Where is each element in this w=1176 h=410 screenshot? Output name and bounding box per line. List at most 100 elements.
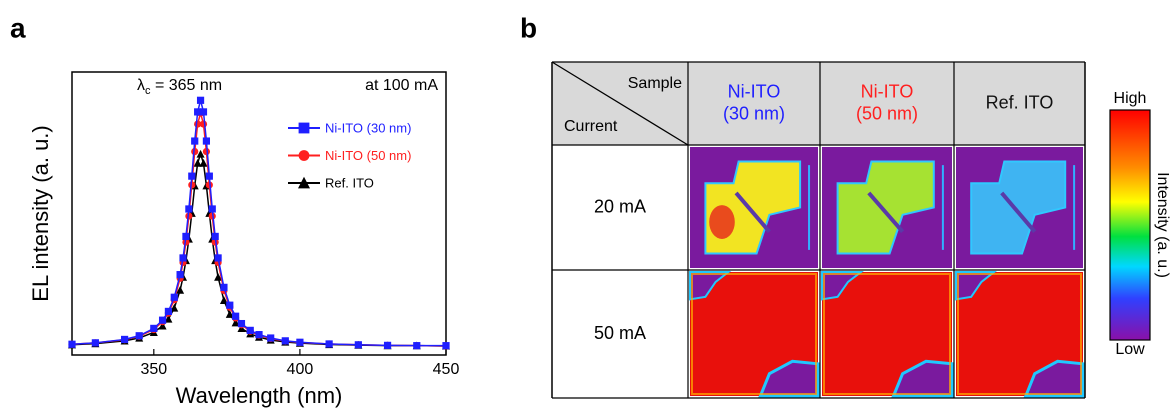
marker [214, 254, 222, 262]
edge-glow [957, 273, 1082, 395]
marker [164, 314, 173, 323]
marker [281, 337, 289, 345]
marker [220, 283, 228, 291]
marker [202, 137, 211, 145]
annotation: at 100 mA [365, 77, 438, 94]
emission-region [970, 160, 1067, 255]
marker [208, 205, 216, 213]
marker [237, 319, 246, 328]
annotation-subscript: c [145, 85, 151, 97]
marker [188, 181, 196, 189]
marker [170, 293, 178, 301]
marker [199, 108, 208, 116]
marker [232, 312, 240, 320]
marker [179, 254, 187, 262]
marker [211, 232, 219, 241]
dark-region [821, 271, 864, 301]
colorbar [1109, 109, 1151, 341]
plot-frame [71, 71, 447, 356]
marker [354, 341, 362, 349]
series [68, 149, 450, 350]
marker [135, 332, 143, 340]
marker [164, 307, 173, 316]
corner-diagonal [551, 61, 689, 146]
marker [176, 271, 184, 279]
marker [194, 108, 202, 116]
marker [196, 149, 205, 158]
el-image [689, 271, 820, 398]
marker [325, 340, 333, 348]
column-header: Ni-ITO [861, 81, 914, 101]
header-background [552, 62, 1085, 145]
corner-top: Sample [628, 75, 682, 92]
legend-label: Ni-ITO (50 nm) [325, 148, 411, 163]
marker [150, 324, 158, 332]
electrode [1000, 191, 1037, 233]
marker [199, 158, 208, 167]
series-line [71, 151, 447, 347]
y-axis-title: EL intensity (a. u.) [28, 125, 53, 301]
marker [413, 342, 421, 350]
el-image [822, 147, 952, 268]
row-label: 50 mA [594, 323, 646, 343]
column-header: Ref. ITO [986, 92, 1054, 112]
dark-region [758, 359, 820, 398]
series [68, 96, 450, 350]
marker [182, 238, 190, 246]
legend-marker [298, 176, 310, 189]
dark-region [689, 271, 732, 301]
marker [158, 321, 167, 330]
legend: Ni-ITO (30 nm) Ni-ITO (50 nm) Ref. ITO [288, 120, 411, 190]
x-tick-label: 350 [140, 361, 167, 378]
panel-label: a [10, 12, 26, 43]
marker [205, 172, 213, 180]
el-image [955, 271, 1085, 398]
dark-region [1023, 359, 1085, 398]
colorbar-label: Intensity (a. u.) [1154, 172, 1171, 278]
row-label: 20 mA [594, 196, 646, 216]
legend-marker [298, 150, 310, 161]
legend-marker [298, 122, 310, 134]
header-background [552, 145, 688, 398]
colorbar-low: Low [1115, 341, 1145, 358]
marker [296, 338, 304, 346]
el-image [956, 147, 1083, 268]
panel-label: b [520, 12, 537, 43]
column-header: (50 nm) [856, 103, 918, 123]
marker [196, 96, 205, 104]
marker [185, 205, 193, 213]
series-line [71, 100, 446, 347]
marker [255, 331, 263, 339]
marker [231, 318, 240, 327]
marker [68, 340, 76, 348]
dark-region [891, 359, 954, 398]
x-tick-label: 400 [287, 361, 314, 378]
marker [182, 232, 190, 241]
marker [246, 326, 254, 334]
edge-glow [691, 273, 817, 395]
marker [191, 147, 199, 156]
marker [383, 341, 392, 349]
hot-spot [709, 205, 735, 239]
marker [158, 316, 167, 324]
legend-label: Ref. ITO [325, 175, 374, 190]
marker [214, 272, 223, 281]
dark-region [955, 271, 998, 301]
marker [219, 296, 228, 304]
annotation: λc = 365 nm [137, 77, 222, 97]
marker [199, 120, 208, 128]
corner-bottom: Current [564, 118, 618, 135]
column-header: Ni-ITO [728, 81, 781, 101]
marker [120, 335, 129, 344]
el-image [690, 147, 818, 268]
marker [193, 158, 202, 167]
marker [170, 303, 179, 312]
annotation-symbol: λ [137, 77, 145, 94]
marker [205, 181, 213, 189]
electrode [734, 191, 771, 234]
edge-glow [823, 273, 951, 395]
x-axis-title: Wavelength (nm) [176, 383, 343, 408]
